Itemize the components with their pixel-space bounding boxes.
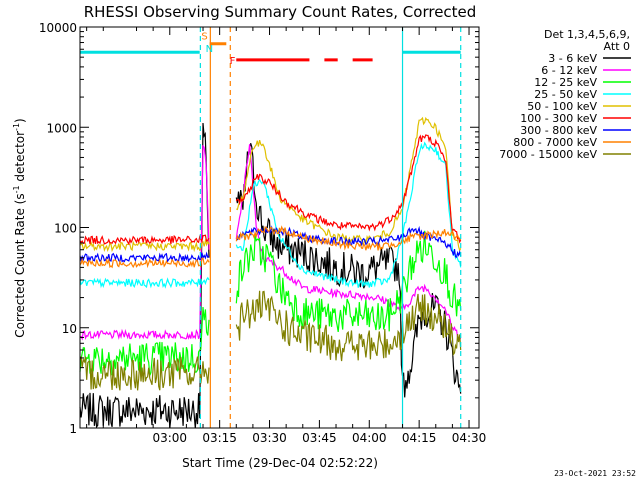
- x-axis: 03:00 03:15 03:30 03:45 04:00 04:15 04:30: [86, 27, 487, 445]
- legend-label: 12 - 25 keV: [534, 76, 597, 89]
- annotation-f: F: [230, 56, 236, 67]
- series-line: [235, 225, 462, 251]
- legend-label: 100 - 300 keV: [520, 112, 597, 125]
- legend-label: 3 - 6 keV: [548, 52, 597, 65]
- series-line: [79, 257, 210, 269]
- x-axis-label: Start Time (29-Dec-04 02:52:22): [182, 456, 378, 470]
- legend-label: 7000 - 15000 keV: [499, 148, 597, 161]
- y-axis: 1 10 100 1000 10000: [39, 21, 479, 436]
- series-line: [79, 122, 210, 429]
- annotation-s: S: [201, 32, 207, 43]
- series-line: [235, 141, 462, 288]
- legend-header-detectors: Det 1,3,4,5,6,9,: [544, 28, 630, 41]
- series-line: [79, 306, 210, 376]
- legend-label: 25 - 50 keV: [534, 88, 597, 101]
- series-line: [79, 356, 210, 391]
- legend-label: 800 - 7000 keV: [513, 136, 597, 149]
- x-tick-label: 03:45: [302, 431, 337, 445]
- x-tick-label: 03:30: [252, 431, 287, 445]
- series-line: [235, 230, 462, 332]
- x-tick-label: 04:00: [352, 431, 387, 445]
- series-line: [79, 234, 210, 246]
- y-tick-label: 100: [54, 222, 77, 236]
- chart-title: RHESSI Observing Summary Count Rates, Co…: [84, 3, 477, 21]
- series-line: [79, 251, 210, 264]
- legend-header-attenuator: Att 0: [604, 40, 630, 53]
- y-tick-label: 1: [69, 422, 77, 436]
- annotation-n: N: [206, 44, 213, 55]
- series-line: [79, 276, 210, 289]
- x-tick-label: 04:30: [452, 431, 487, 445]
- legend-label: 50 - 100 keV: [527, 100, 597, 113]
- series-line: [235, 134, 462, 244]
- x-tick-label: 03:15: [202, 431, 237, 445]
- y-tick-label: 1000: [46, 121, 77, 135]
- y-axis-label: Corrected Count Rate (s-1 detector-1): [12, 118, 27, 337]
- plot-area: SN F: [79, 27, 462, 429]
- y-tick-label: 10000: [39, 21, 77, 35]
- y-tick-label: 10: [62, 322, 77, 336]
- series-line: [79, 238, 210, 253]
- legend-label: 6 - 12 keV: [541, 64, 597, 77]
- series-line: [235, 290, 462, 362]
- x-tick-label: 04:15: [402, 431, 437, 445]
- legend-label: 300 - 800 keV: [520, 124, 597, 137]
- series-line: [79, 144, 210, 341]
- footer-date: 23-Oct-2021 23:52: [554, 469, 636, 478]
- x-tick-label: 03:00: [152, 431, 187, 445]
